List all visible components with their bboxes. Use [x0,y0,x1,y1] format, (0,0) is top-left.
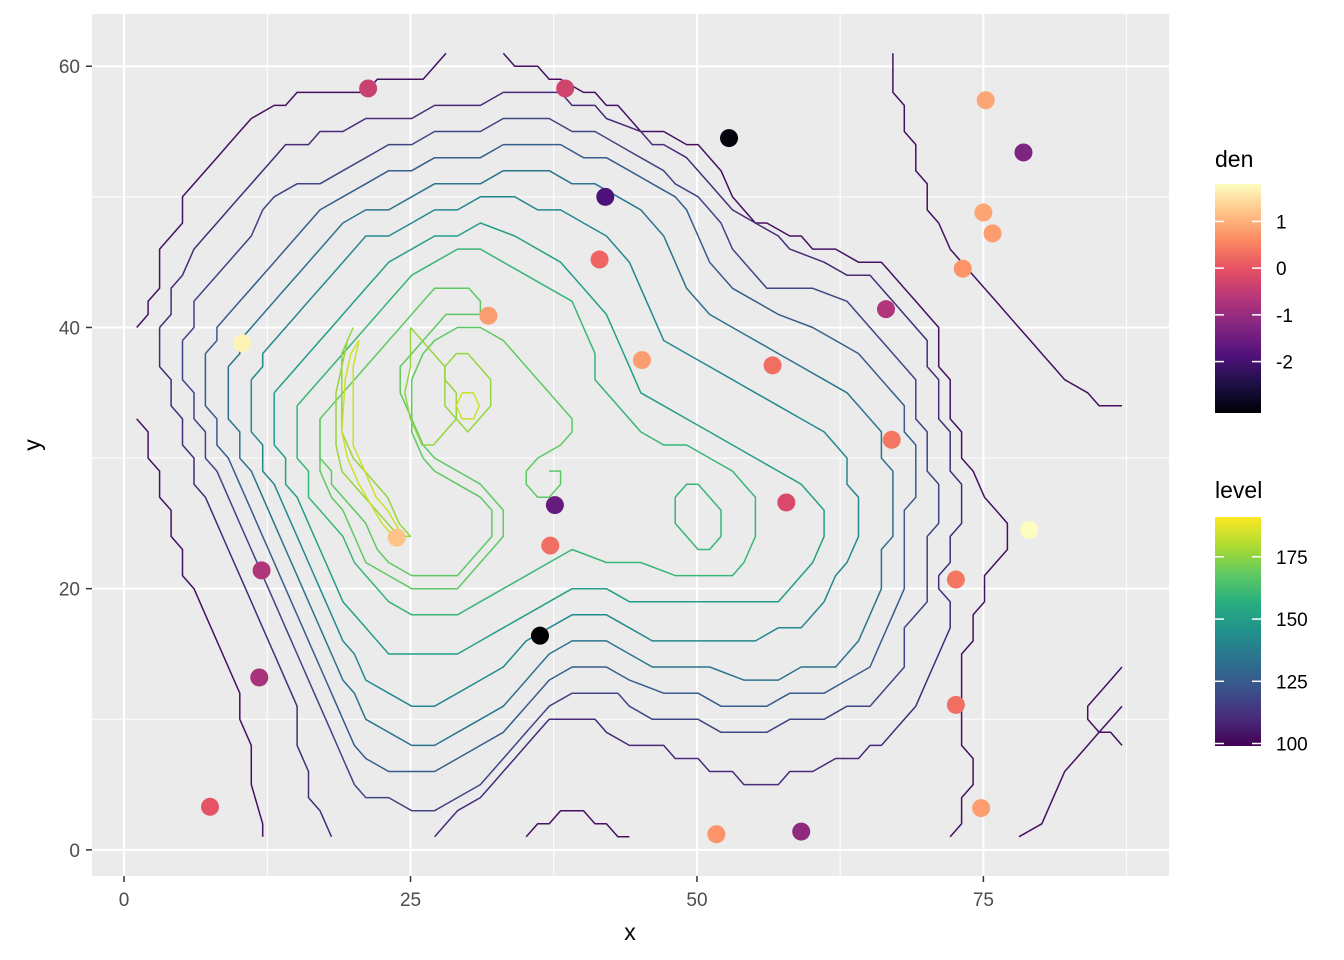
data-point [387,528,406,547]
data-point [541,536,560,555]
contour-line [273,222,825,655]
x-axis-ticks: 0 25 50 75 [119,876,994,911]
contour-lines [136,52,1123,838]
contour-line [1086,666,1123,746]
contour-line [319,287,505,590]
contour-line [136,418,264,837]
contour-line [404,327,458,446]
data-point [983,224,1002,243]
contour-line [444,352,492,433]
data-point [877,300,896,319]
data-point [250,668,269,687]
data-point [882,430,901,449]
data-point [946,570,965,589]
minor-gridlines [92,14,1169,876]
contour-line [158,327,333,838]
contour-line [181,117,940,812]
contour-line [674,483,722,551]
plot-panel [92,14,1169,876]
data-point [252,561,271,580]
data-point [792,822,811,841]
contour-line [296,248,757,616]
contour-line [892,53,1122,407]
data-point [777,493,796,512]
data-point [233,334,252,353]
contour-line [159,91,963,838]
contour-line [502,52,1009,838]
contour-line [319,326,573,577]
data-point [632,351,651,370]
contour-line [250,196,860,707]
data-point [545,496,564,515]
legend-level: level 175 150 125 100 [1215,477,1308,756]
legend-level-tick-label: 150 [1276,610,1308,631]
contour-line [455,392,481,420]
y-axis-ticks: 0 20 40 60 [59,57,92,862]
legend-level-colorbar [1215,517,1261,746]
data-point [763,356,782,375]
data-point [972,799,991,818]
data-point [359,79,378,98]
scatter-points [201,79,1039,844]
legend-den-colorbar [1215,184,1261,413]
y-tick-label: 60 [59,57,80,78]
x-tick-label: 0 [119,890,130,911]
data-point [556,79,575,98]
y-tick-label: 40 [59,318,80,339]
data-point [201,797,220,816]
legend-level-tick-label: 175 [1276,548,1308,569]
legend-den-tick-label: 1 [1276,212,1287,233]
major-gridlines [92,14,1169,876]
legend-den-tick-label: 0 [1276,259,1287,280]
data-point [1014,143,1033,162]
contour-line [548,470,562,498]
data-point [590,250,609,269]
data-point [479,306,498,325]
legend-level-title: level [1215,477,1262,503]
data-point [707,825,726,844]
data-point [976,91,995,110]
x-tick-label: 25 [400,890,421,911]
data-point [1020,520,1039,539]
legend-level-tick-label: 125 [1276,672,1308,693]
data-point [530,626,549,645]
y-axis-title: y [19,439,45,451]
y-tick-label: 0 [69,841,80,862]
y-tick-label: 20 [59,580,80,601]
contour-line [1018,705,1123,838]
contour-line [525,809,630,838]
x-tick-label: 50 [686,890,707,911]
legend-den-tick-label: -2 [1276,353,1293,374]
data-point [974,203,993,222]
contour-line [204,143,917,773]
legend-den: den 1 0 -1 -2 [1215,146,1293,413]
legend-den-tick-label: -1 [1276,306,1293,327]
data-point [596,187,615,206]
x-tick-label: 75 [973,890,994,911]
data-point [953,259,972,278]
contour-line [341,340,400,538]
legend-level-ticks: 175 150 125 100 [1215,548,1308,756]
data-point [946,695,965,714]
legend-level-tick-label: 100 [1276,735,1308,756]
x-axis-title: x [624,919,636,945]
legend-den-ticks: 1 0 -1 -2 [1215,212,1293,374]
data-point [720,129,739,148]
legend-den-title: den [1215,146,1253,172]
contour-line [227,169,894,747]
